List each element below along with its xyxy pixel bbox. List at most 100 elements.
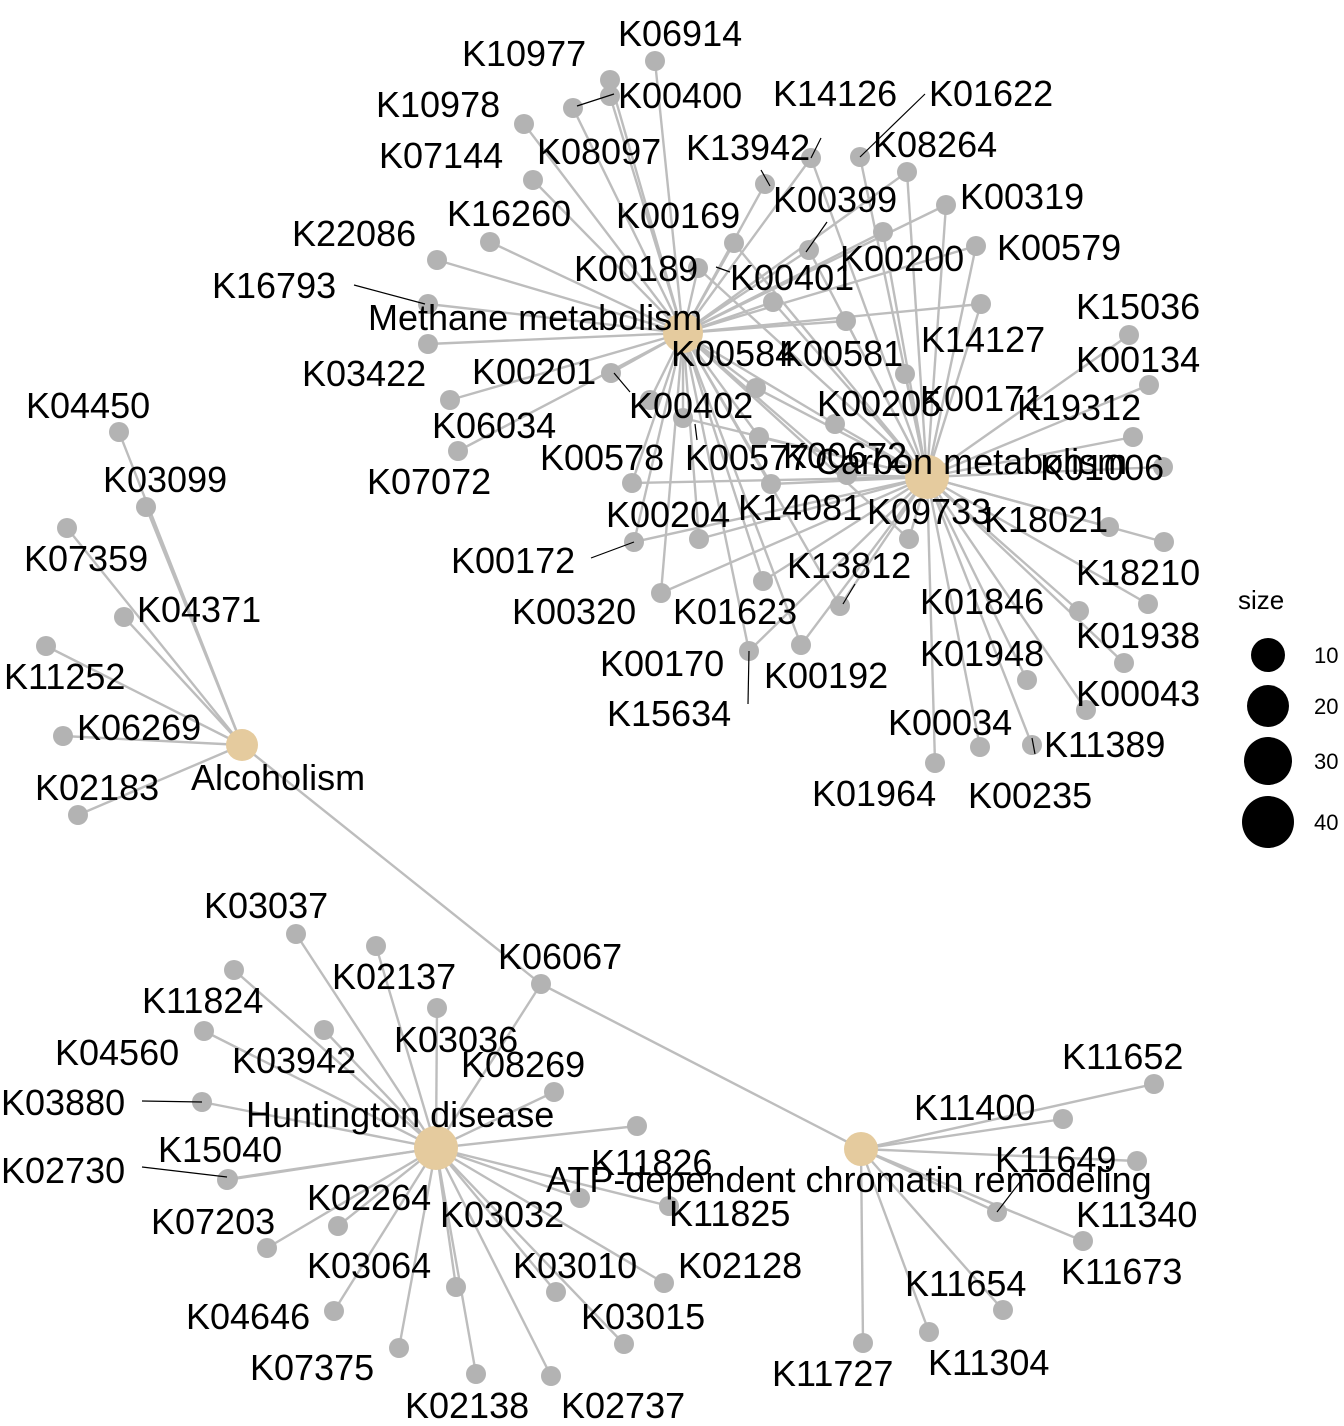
gene-node-k02183[interactable]	[68, 805, 88, 825]
gene-node-k10978[interactable]	[563, 98, 583, 118]
gene-node-k00189[interactable]	[688, 258, 708, 278]
gene-node-k01623[interactable]	[753, 571, 773, 591]
gene-node-k13942[interactable]	[755, 174, 775, 194]
gene-node-k00171[interactable]	[895, 364, 915, 384]
gene-node-k01948[interactable]	[1017, 670, 1037, 690]
gene-node-k06269[interactable]	[53, 726, 73, 746]
gene-node-k00672[interactable]	[837, 465, 857, 485]
gene-node-k08097[interactable]	[523, 170, 543, 190]
gene-label-k03037: K03037	[204, 885, 328, 926]
gene-node-k00205[interactable]	[825, 414, 845, 434]
gene-node-k13812[interactable]	[830, 596, 850, 616]
gene-node-k08269[interactable]	[544, 1082, 564, 1102]
gene-node-k00134[interactable]	[1139, 375, 1159, 395]
gene-node-k00201[interactable]	[601, 363, 621, 383]
gene-node-k00584[interactable]	[746, 378, 766, 398]
gene-node-k09733[interactable]	[899, 529, 919, 549]
gene-node-k10977[interactable]	[600, 70, 620, 90]
gene-node-k01846[interactable]	[1069, 601, 1089, 621]
gene-node-k03422[interactable]	[418, 334, 438, 354]
gene-node-k16793[interactable]	[418, 294, 438, 314]
gene-node-k07359[interactable]	[57, 518, 77, 538]
pathway-label-carbon: Carbon metabolism	[815, 441, 1127, 482]
gene-node-k00402[interactable]	[673, 408, 693, 428]
gene-node-k11825[interactable]	[659, 1196, 679, 1216]
gene-node-k07072[interactable]	[448, 441, 468, 461]
gene-node-k11304[interactable]	[919, 1322, 939, 1342]
gene-node-k06914[interactable]	[645, 51, 665, 71]
gene-node-k01964[interactable]	[925, 753, 945, 773]
gene-node-k00319[interactable]	[936, 195, 956, 215]
gene-node-k03037[interactable]	[286, 924, 306, 944]
gene-node-k18021[interactable]	[1099, 517, 1119, 537]
gene-node-k08264[interactable]	[897, 162, 917, 182]
gene-node-k11252[interactable]	[36, 636, 56, 656]
gene-node-k16260[interactable]	[480, 232, 500, 252]
gene-node-k03015[interactable]	[614, 1334, 634, 1354]
gene-node-k22086[interactable]	[427, 250, 447, 270]
pathway-node-alcoholism[interactable]	[226, 729, 258, 761]
pathway-node-methane[interactable]	[663, 313, 703, 353]
gene-node-k07203[interactable]	[257, 1238, 277, 1258]
gene-node-k00200[interactable]	[873, 222, 893, 242]
gene-node-k00192[interactable]	[791, 635, 811, 655]
gene-label-k00578: K00578	[540, 437, 664, 478]
gene-node-k14127[interactable]	[971, 294, 991, 314]
gene-node-k04646[interactable]	[324, 1301, 344, 1321]
gene-node-k11727[interactable]	[853, 1333, 873, 1353]
gene-node-k04371[interactable]	[114, 607, 134, 627]
gene-node-k01006[interactable]	[1153, 457, 1173, 477]
gene-label-k04646: K04646	[186, 1296, 310, 1337]
gene-node-k03099[interactable]	[136, 497, 156, 517]
gene-node-k15036[interactable]	[1119, 325, 1139, 345]
gene-node-k00235[interactable]	[1076, 700, 1096, 720]
gene-node-k00401[interactable]	[763, 292, 783, 312]
gene-node-k00204[interactable]	[622, 473, 642, 493]
gene-node-k04450[interactable]	[109, 422, 129, 442]
gene-node-k00577[interactable]	[749, 427, 769, 447]
gene-node-k03010[interactable]	[546, 1282, 566, 1302]
gene-node-k03064[interactable]	[446, 1277, 466, 1297]
gene-node-k03036[interactable]	[427, 998, 447, 1018]
gene-node-k07375[interactable]	[389, 1338, 409, 1358]
gene-node-k11389[interactable]	[1022, 735, 1042, 755]
gene-node-k03032[interactable]	[570, 1188, 590, 1208]
gene-label-k02137: K02137	[332, 956, 456, 997]
gene-node-k00581[interactable]	[836, 311, 856, 331]
gene-node-k18210[interactable]	[1154, 532, 1174, 552]
gene-node-k00043[interactable]	[1114, 653, 1134, 673]
gene-node-k02138[interactable]	[466, 1364, 486, 1384]
gene-node-k04560[interactable]	[194, 1021, 214, 1041]
gene-node-k02730[interactable]	[217, 1170, 237, 1190]
gene-node-k19312[interactable]	[1123, 427, 1143, 447]
gene-node-k11649[interactable]	[1127, 1151, 1147, 1171]
gene-node-k00579[interactable]	[966, 236, 986, 256]
gene-node-k00320[interactable]	[651, 583, 671, 603]
gene-node-k00034[interactable]	[970, 737, 990, 757]
gene-label-k07375: K07375	[250, 1347, 374, 1388]
gene-node-k06034[interactable]	[440, 390, 460, 410]
gene-node-k00170[interactable]	[689, 529, 709, 549]
gene-node-k00169[interactable]	[724, 233, 744, 253]
gene-node-k11826[interactable]	[627, 1116, 647, 1136]
gene-node-k03942[interactable]	[314, 1020, 334, 1040]
gene-node-k07144[interactable]	[514, 114, 534, 134]
pathway-node-carbon[interactable]	[905, 455, 949, 499]
gene-node-k00578[interactable]	[640, 390, 660, 410]
gene-node-k02264[interactable]	[328, 1216, 348, 1236]
gene-node-k02137[interactable]	[366, 936, 386, 956]
gene-node-k11673[interactable]	[1073, 1231, 1093, 1251]
gene-node-k00400[interactable]	[600, 86, 620, 106]
gene-node-k11652[interactable]	[1144, 1074, 1164, 1094]
pathway-node-atp[interactable]	[844, 1132, 878, 1166]
gene-node-k02128[interactable]	[654, 1273, 674, 1293]
gene-node-k06067[interactable]	[531, 974, 551, 994]
gene-node-k11654[interactable]	[993, 1300, 1013, 1320]
gene-node-k14081[interactable]	[761, 474, 781, 494]
gene-node-k02737[interactable]	[541, 1366, 561, 1386]
gene-node-k01938[interactable]	[1138, 594, 1158, 614]
gene-node-k11400[interactable]	[1053, 1109, 1073, 1129]
gene-node-k00399[interactable]	[799, 240, 819, 260]
pathway-node-huntington[interactable]	[414, 1126, 458, 1170]
gene-node-k11824[interactable]	[224, 960, 244, 980]
